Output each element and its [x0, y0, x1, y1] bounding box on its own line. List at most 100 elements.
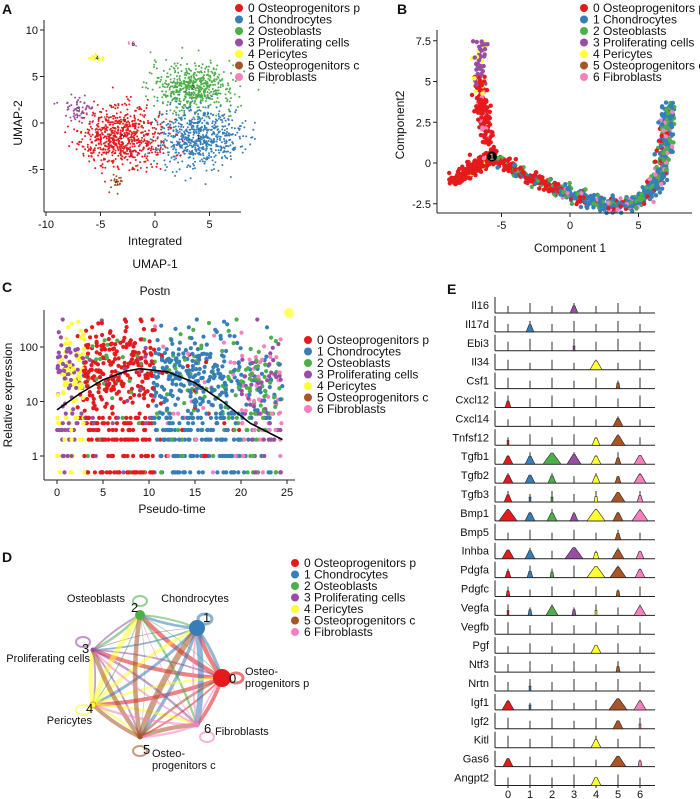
- legend-marker: [580, 15, 588, 24]
- data-point: [193, 102, 196, 105]
- data-point: [114, 116, 117, 119]
- data-point: [598, 197, 603, 202]
- data-point: [98, 356, 103, 362]
- data-point: [88, 335, 93, 340]
- data-point: [83, 94, 86, 97]
- data-point: [168, 88, 171, 91]
- data-point: [165, 83, 168, 86]
- data-point: [140, 139, 143, 142]
- data-point: [146, 122, 149, 124]
- data-point: [142, 148, 144, 151]
- data-point: [200, 71, 203, 74]
- data-point: [80, 130, 83, 133]
- data-point: [123, 146, 126, 149]
- data-point: [234, 80, 237, 83]
- data-point: [67, 106, 69, 109]
- data-point: [115, 175, 118, 178]
- node-label: Pericytes: [47, 715, 93, 727]
- data-point: [634, 198, 639, 204]
- data-point: [165, 392, 170, 397]
- data-point: [129, 352, 134, 357]
- data-point: [195, 97, 198, 100]
- data-point: [166, 453, 171, 459]
- data-point: [73, 116, 76, 119]
- data-point: [121, 143, 124, 146]
- data-point: [116, 192, 119, 195]
- data-point: [174, 382, 179, 387]
- data-point: [192, 136, 195, 139]
- data-point: [224, 156, 227, 159]
- data-point: [146, 87, 149, 90]
- data-point: [212, 79, 215, 82]
- data-point: [66, 372, 71, 377]
- data-point: [199, 143, 202, 146]
- data-point: [207, 74, 210, 77]
- data-point: [196, 144, 199, 147]
- data-point: [86, 146, 89, 148]
- data-point: [207, 123, 210, 125]
- data-point: [106, 427, 112, 433]
- data-point: [153, 159, 155, 162]
- data-point: [199, 118, 202, 121]
- data-point: [172, 122, 175, 125]
- data-point: [174, 121, 177, 124]
- data-point: [216, 75, 219, 78]
- data-point: [198, 134, 200, 137]
- gene-label: Tgfb1: [461, 451, 489, 463]
- data-point: [110, 437, 115, 442]
- data-point: [130, 136, 133, 139]
- data-point: [194, 64, 197, 67]
- data-point: [266, 394, 271, 399]
- data-point: [115, 377, 121, 383]
- data-point: [100, 159, 103, 162]
- data-point: [142, 135, 145, 137]
- data-point: [196, 109, 199, 112]
- data-point: [84, 372, 89, 377]
- panel-letter-d: D: [2, 549, 12, 565]
- legend-item: 5 Osteoprogenitors c: [248, 59, 359, 73]
- data-point: [77, 357, 82, 362]
- data-point: [111, 346, 117, 351]
- data-point: [175, 119, 178, 122]
- data-point: [145, 142, 148, 145]
- data-point: [138, 149, 141, 152]
- data-point: [55, 415, 60, 420]
- data-point: [107, 133, 109, 136]
- data-point: [120, 179, 122, 182]
- data-point: [129, 130, 132, 132]
- data-point: [145, 389, 150, 394]
- data-point: [226, 98, 229, 101]
- data-point: [190, 351, 195, 356]
- data-point: [91, 106, 94, 109]
- data-point: [159, 323, 164, 328]
- data-point: [186, 166, 189, 168]
- data-point: [235, 109, 238, 112]
- data-point: [133, 124, 136, 127]
- data-point: [463, 173, 468, 178]
- data-point: [73, 128, 76, 131]
- data-point: [261, 437, 266, 442]
- data-point: [107, 347, 112, 352]
- data-point: [137, 126, 140, 129]
- data-point: [97, 125, 100, 128]
- legend-item: 6 Fibroblasts: [317, 402, 386, 416]
- data-point: [232, 470, 237, 475]
- node-label: Proliferating cells: [6, 653, 90, 665]
- data-point: [76, 129, 79, 132]
- data-point: [224, 119, 227, 122]
- data-point: [169, 101, 172, 104]
- data-point: [109, 104, 111, 107]
- data-point: [76, 319, 81, 324]
- data-point: [224, 427, 229, 433]
- data-point: [163, 127, 166, 130]
- data-point: [172, 134, 175, 137]
- data-point: [480, 91, 485, 96]
- data-point: [170, 92, 173, 95]
- data-point: [163, 145, 166, 148]
- data-point: [669, 104, 674, 110]
- data-point: [107, 119, 110, 122]
- data-point: [221, 164, 224, 166]
- data-point: [204, 453, 209, 459]
- data-point: [110, 427, 115, 433]
- data-point: [249, 143, 252, 146]
